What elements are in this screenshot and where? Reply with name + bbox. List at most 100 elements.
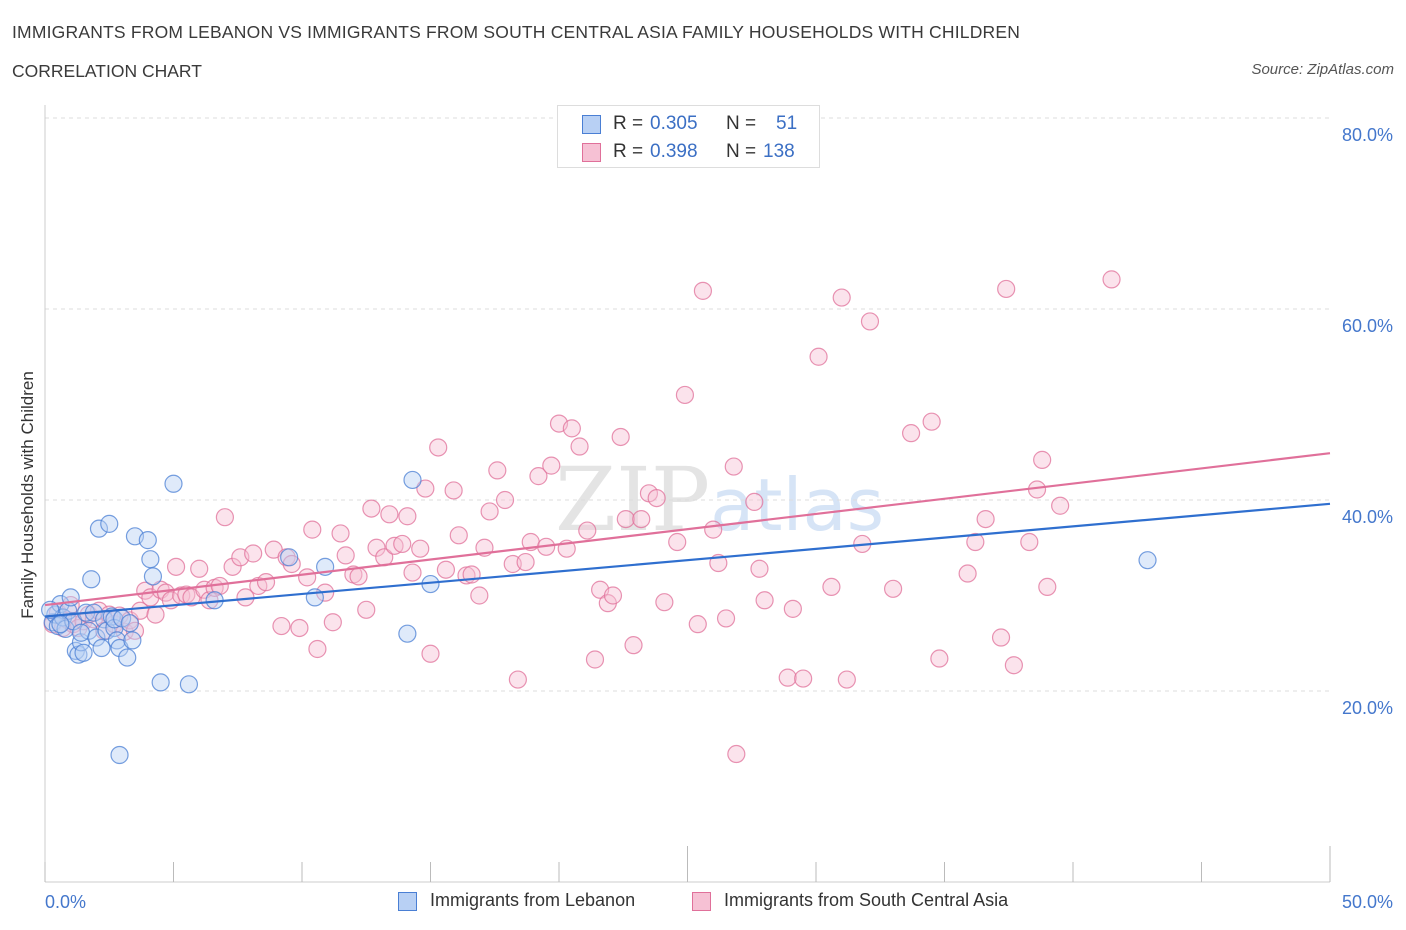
point-south-central-asia bbox=[380, 505, 399, 524]
point-south-central-asia bbox=[750, 559, 769, 578]
point-south-central-asia bbox=[716, 609, 736, 628]
point-lebanon bbox=[110, 745, 129, 765]
bottom-legend-swatch-blue bbox=[398, 892, 417, 911]
point-south-central-asia bbox=[1102, 270, 1121, 289]
x-tick-label: 50.0% bbox=[1342, 892, 1393, 912]
point-lebanon bbox=[138, 531, 157, 550]
point-south-central-asia bbox=[624, 636, 643, 655]
point-south-central-asia bbox=[449, 526, 468, 545]
point-south-central-asia bbox=[585, 650, 605, 669]
point-lebanon bbox=[143, 567, 163, 586]
point-lebanon bbox=[118, 648, 137, 667]
point-south-central-asia bbox=[1033, 450, 1052, 469]
point-south-central-asia bbox=[997, 279, 1016, 299]
point-south-central-asia bbox=[516, 552, 535, 572]
point-south-central-asia bbox=[529, 467, 548, 486]
point-south-central-asia bbox=[778, 668, 797, 687]
point-lebanon bbox=[100, 514, 119, 533]
point-south-central-asia bbox=[190, 559, 209, 578]
point-south-central-asia bbox=[357, 600, 376, 619]
chart-subtitle: CORRELATION CHART bbox=[12, 61, 202, 81]
point-south-central-asia bbox=[416, 479, 435, 498]
y-tick-label: 40.0% bbox=[1342, 507, 1393, 527]
bottom-legend-label-sca: Immigrants from South Central Asia bbox=[724, 890, 1009, 910]
point-south-central-asia bbox=[1038, 577, 1057, 597]
point-south-central-asia bbox=[223, 557, 242, 576]
point-south-central-asia bbox=[755, 591, 774, 610]
n-value-lebanon: 51 bbox=[776, 113, 798, 134]
point-lebanon bbox=[280, 548, 299, 567]
point-lebanon bbox=[398, 624, 417, 643]
point-lebanon bbox=[120, 614, 139, 633]
point-south-central-asia bbox=[883, 579, 903, 598]
point-south-central-asia bbox=[436, 560, 456, 579]
point-south-central-asia bbox=[272, 616, 291, 636]
point-south-central-asia bbox=[966, 532, 985, 552]
bottom-legend-swatch-pink bbox=[692, 892, 711, 911]
point-south-central-asia bbox=[794, 669, 813, 688]
point-south-central-asia bbox=[444, 481, 463, 500]
point-south-central-asia bbox=[367, 538, 386, 557]
point-south-central-asia bbox=[215, 508, 234, 527]
point-south-central-asia bbox=[308, 639, 327, 659]
legend-swatch-blue bbox=[582, 115, 601, 134]
legend-swatch-pink bbox=[582, 143, 601, 162]
point-south-central-asia bbox=[398, 507, 417, 526]
point-south-central-asia bbox=[488, 461, 507, 480]
point-south-central-asia bbox=[668, 532, 687, 552]
point-lebanon bbox=[92, 638, 111, 658]
point-lebanon bbox=[87, 628, 106, 647]
point-south-central-asia bbox=[860, 312, 880, 331]
point-south-central-asia bbox=[693, 281, 713, 300]
point-south-central-asia bbox=[362, 499, 381, 518]
r-value-lebanon: 0.305 bbox=[650, 113, 698, 134]
trendline-south-central-asia bbox=[44, 452, 1331, 607]
point-south-central-asia bbox=[1051, 496, 1070, 515]
point-lebanon bbox=[151, 673, 170, 692]
point-south-central-asia bbox=[976, 509, 995, 529]
y-tick-label: 20.0% bbox=[1342, 698, 1393, 718]
point-lebanon bbox=[179, 675, 199, 694]
point-south-central-asia bbox=[323, 613, 342, 632]
trendline-lebanon bbox=[44, 502, 1331, 618]
point-south-central-asia bbox=[991, 628, 1011, 647]
point-south-central-asia bbox=[298, 568, 317, 587]
point-south-central-asia bbox=[922, 412, 941, 431]
bottom-legend-label-lebanon: Immigrants from Lebanon bbox=[430, 890, 636, 910]
point-south-central-asia bbox=[832, 288, 851, 307]
point-south-central-asia bbox=[256, 573, 276, 592]
y-tick-label: 60.0% bbox=[1342, 316, 1393, 336]
y-tick-label: 80.0% bbox=[1342, 125, 1393, 145]
y-axis-label: Family Households with Children bbox=[18, 371, 37, 619]
point-south-central-asia bbox=[349, 567, 368, 586]
point-lebanon bbox=[141, 550, 160, 569]
point-south-central-asia bbox=[675, 385, 695, 405]
chart-title: IMMIGRANTS FROM LEBANON VS IMMIGRANTS FR… bbox=[12, 22, 1021, 42]
n-label: N = bbox=[726, 113, 757, 134]
point-south-central-asia bbox=[562, 419, 581, 438]
point-south-central-asia bbox=[724, 457, 743, 476]
point-south-central-asia bbox=[727, 744, 746, 764]
n-label: N = bbox=[726, 141, 757, 162]
point-south-central-asia bbox=[632, 509, 651, 529]
point-south-central-asia bbox=[647, 488, 666, 508]
point-south-central-asia bbox=[336, 546, 355, 565]
point-south-central-asia bbox=[244, 544, 263, 563]
point-south-central-asia bbox=[166, 557, 186, 576]
stats-legend: R = 0.305 N = 51 R = 0.398 N = 138 bbox=[557, 105, 820, 168]
point-south-central-asia bbox=[470, 586, 489, 605]
point-lebanon bbox=[71, 623, 91, 642]
r-label: R = bbox=[613, 113, 644, 134]
point-south-central-asia bbox=[745, 492, 764, 512]
point-lebanon bbox=[82, 570, 101, 589]
point-south-central-asia bbox=[704, 520, 723, 539]
point-south-central-asia bbox=[480, 502, 499, 521]
point-south-central-asia bbox=[146, 605, 165, 624]
point-south-central-asia bbox=[331, 524, 350, 543]
point-south-central-asia bbox=[542, 456, 561, 475]
point-south-central-asia bbox=[611, 427, 630, 447]
point-south-central-asia bbox=[1004, 656, 1023, 675]
point-south-central-asia bbox=[578, 521, 597, 540]
point-south-central-asia bbox=[688, 615, 707, 634]
